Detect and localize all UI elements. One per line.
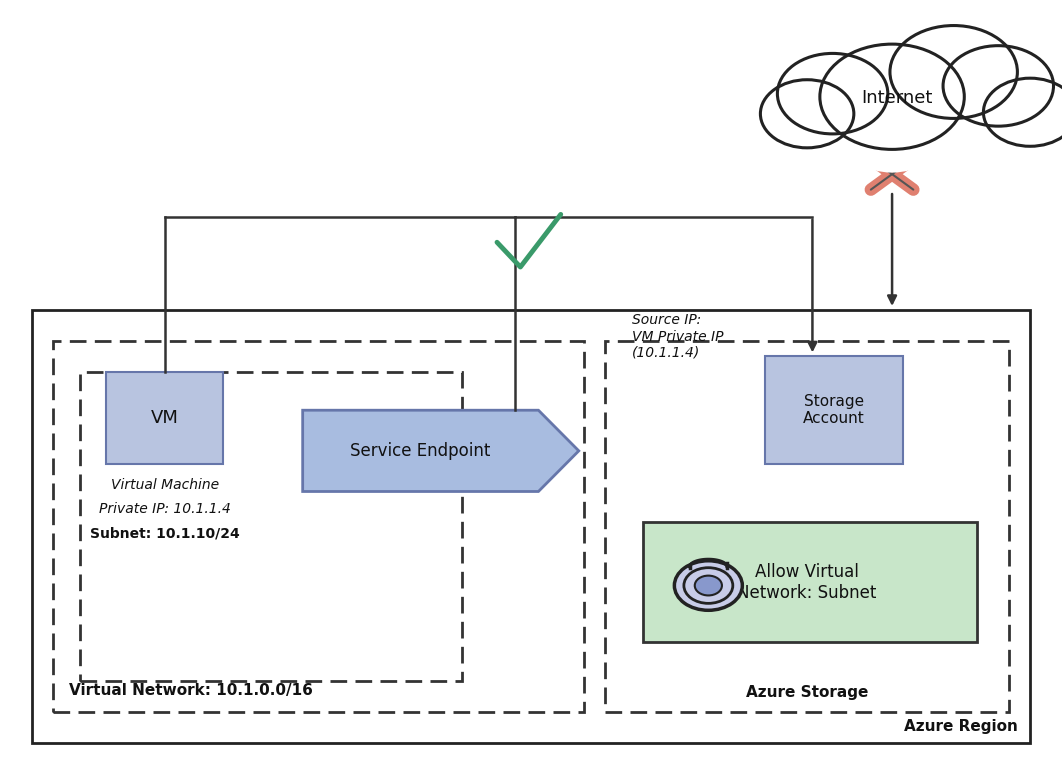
Text: Internet: Internet (861, 89, 933, 108)
Circle shape (890, 26, 1017, 118)
Text: Virtual Network: 10.1.0.0/16: Virtual Network: 10.1.0.0/16 (69, 683, 313, 698)
Text: Storage
Account: Storage Account (803, 394, 864, 426)
Bar (80, 372, 462, 681)
Circle shape (983, 78, 1062, 146)
Bar (32, 310, 1030, 743)
Circle shape (695, 576, 722, 595)
Bar (106, 372, 223, 464)
Bar (643, 522, 977, 642)
Circle shape (843, 101, 941, 173)
Circle shape (684, 567, 733, 604)
Bar (53, 341, 584, 712)
Text: VM: VM (151, 409, 178, 427)
Circle shape (760, 80, 854, 148)
Text: Service Endpoint: Service Endpoint (350, 442, 491, 460)
Text: Azure Storage: Azure Storage (746, 686, 869, 700)
Text: Azure Region: Azure Region (904, 719, 1017, 734)
Circle shape (917, 101, 1006, 166)
Circle shape (820, 44, 964, 149)
Text: Subnet: 10.1.10/24: Subnet: 10.1.10/24 (89, 526, 240, 540)
Polygon shape (303, 410, 579, 491)
Text: Private IP: 10.1.1.4: Private IP: 10.1.1.4 (99, 502, 230, 515)
Circle shape (943, 46, 1054, 126)
Circle shape (674, 560, 742, 610)
Bar (605, 341, 1009, 712)
Bar (765, 356, 903, 464)
Circle shape (784, 101, 873, 166)
Text: Virtual Machine: Virtual Machine (110, 478, 219, 492)
Circle shape (777, 53, 888, 134)
Circle shape (987, 100, 1062, 156)
Text: Source IP:
VM Private IP
(10.1.1.4): Source IP: VM Private IP (10.1.1.4) (632, 313, 723, 360)
Text: Allow Virtual
Network: Subnet: Allow Virtual Network: Subnet (737, 563, 877, 602)
